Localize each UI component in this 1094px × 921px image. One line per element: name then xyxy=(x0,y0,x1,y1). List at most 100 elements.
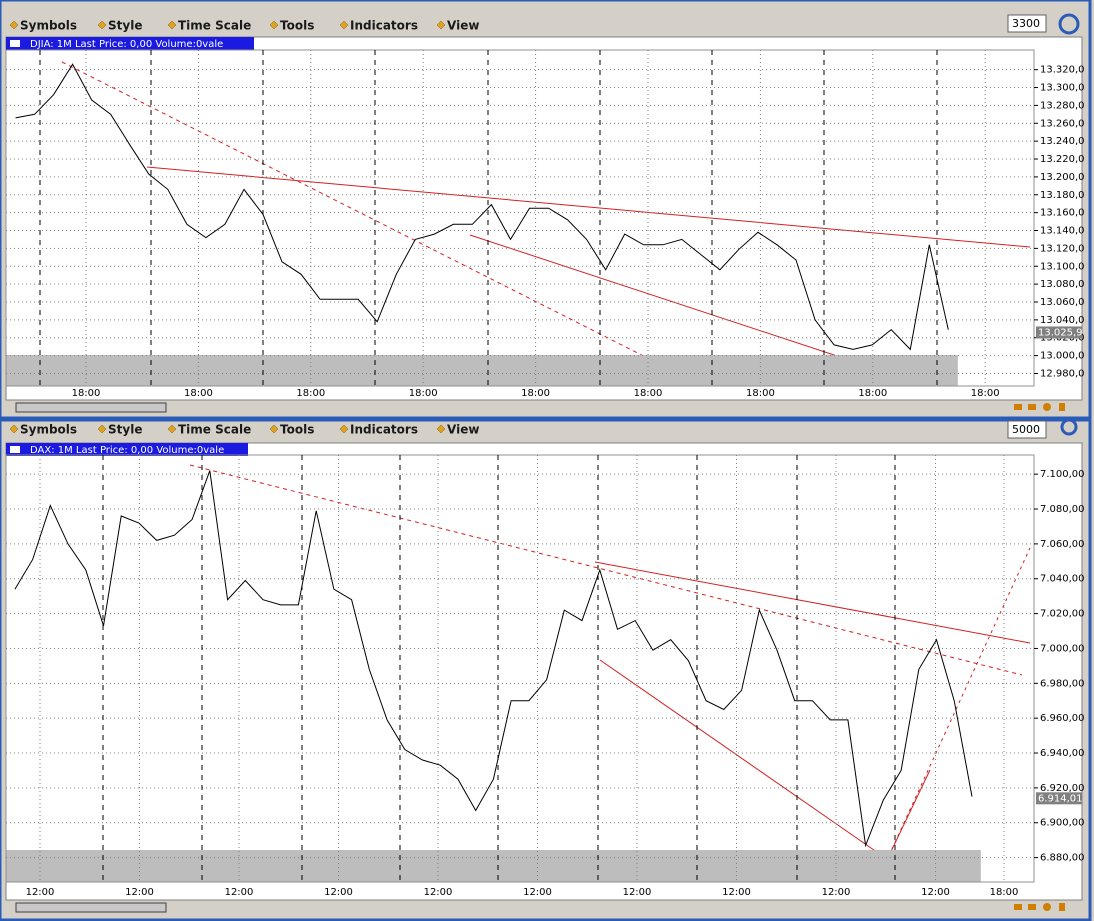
menu-icon xyxy=(436,424,446,434)
x-tick-label: 18:00 xyxy=(858,388,887,399)
y-tick-label: 13.280,0 xyxy=(1040,100,1085,111)
y-tick-label: 7.100,00 xyxy=(1040,469,1085,480)
x-tick-label: 18:00 xyxy=(72,388,101,399)
menu-item[interactable]: Time Scale xyxy=(178,19,251,33)
chart-label-icon xyxy=(10,446,20,453)
menu-item[interactable]: Tools xyxy=(280,19,314,33)
x-tick-label: 12:00 xyxy=(324,887,353,898)
last-price-tag xyxy=(1036,326,1082,339)
menu-icon xyxy=(269,20,279,30)
y-tick-label: 6.880,00 xyxy=(1040,853,1085,864)
scrollbar[interactable] xyxy=(15,402,167,413)
menu-icon xyxy=(167,20,177,30)
x-tick-label: 12:00 xyxy=(822,887,851,898)
menu-item[interactable]: Style xyxy=(108,19,142,33)
y-tick-label: 13.180,0 xyxy=(1040,190,1085,201)
last-price-tag xyxy=(1036,792,1082,805)
price-line xyxy=(15,63,949,351)
menu-item[interactable]: Symbols xyxy=(20,19,77,33)
refresh-button[interactable] xyxy=(1058,13,1080,436)
x-tick-label: 18:00 xyxy=(184,388,213,399)
y-tick-label: 7.020,00 xyxy=(1040,609,1085,620)
menu-item[interactable]: View xyxy=(447,423,479,437)
last-price-label: 13.025,9 xyxy=(1038,327,1083,338)
interval-value[interactable]: 5000 xyxy=(1012,423,1040,436)
menu-icon xyxy=(9,424,19,434)
y-tick-label: 7.080,00 xyxy=(1040,504,1085,515)
menu-icon xyxy=(167,424,177,434)
y-tick-label: 6.960,00 xyxy=(1040,713,1085,724)
menu-icon xyxy=(339,20,349,30)
menu-icon xyxy=(436,20,446,30)
price-line xyxy=(14,470,973,848)
menu-item[interactable]: Symbols xyxy=(20,423,77,437)
x-tick-label: 12:00 xyxy=(623,887,652,898)
x-tick-label: 12:00 xyxy=(225,887,254,898)
menu-icon xyxy=(9,20,19,30)
last-price-label: 6.914,01 xyxy=(1038,793,1083,804)
y-tick-label: 6.940,00 xyxy=(1040,748,1085,759)
interval-input[interactable] xyxy=(1007,420,1047,439)
menu-item[interactable]: Tools xyxy=(280,423,314,437)
y-tick-label: 13.200,0 xyxy=(1040,172,1085,183)
x-tick-label: 18:00 xyxy=(521,388,550,399)
menu-icon xyxy=(97,20,107,30)
chart-label-bg xyxy=(6,443,248,456)
y-tick-label: 7.040,00 xyxy=(1040,574,1085,585)
y-tick-label: 12.980,0 xyxy=(1040,368,1085,379)
scrollbar[interactable] xyxy=(15,902,167,913)
menu-item[interactable]: View xyxy=(447,19,479,33)
x-tick-label: 18:00 xyxy=(409,388,438,399)
y-tick-label: 13.040,0 xyxy=(1040,315,1085,326)
y-tick-label: 13.160,0 xyxy=(1040,208,1085,219)
plot-area xyxy=(5,49,1035,387)
chart-label-bg xyxy=(6,37,254,50)
y-tick-label: 6.920,00 xyxy=(1040,783,1085,794)
x-tick-label: 18:00 xyxy=(296,388,325,399)
interval-value[interactable]: 3300 xyxy=(1012,17,1040,30)
y-tick-label: 13.220,0 xyxy=(1040,154,1085,165)
x-tick-label: 12:00 xyxy=(722,887,751,898)
chart-panel xyxy=(5,36,1083,401)
x-tick-label: 12:00 xyxy=(921,887,950,898)
x-tick-label: 18:00 xyxy=(990,887,1019,898)
volume-area xyxy=(6,850,981,882)
y-tick-label: 6.980,00 xyxy=(1040,678,1085,689)
y-tick-label: 13.140,0 xyxy=(1040,226,1085,237)
y-tick-label: 13.060,0 xyxy=(1040,297,1085,308)
x-tick-label: 12:00 xyxy=(125,887,154,898)
menu-icon xyxy=(339,424,349,434)
y-tick-label: 13.100,0 xyxy=(1040,261,1085,272)
menu-item[interactable]: Time Scale xyxy=(178,423,251,437)
zoom-icons[interactable] xyxy=(1014,403,1065,911)
chart-label-icon xyxy=(10,40,20,47)
y-tick-label: 13.300,0 xyxy=(1040,83,1085,94)
y-tick-label: 13.260,0 xyxy=(1040,118,1085,129)
x-tick-label: 18:00 xyxy=(746,388,775,399)
chart-panel xyxy=(5,442,1083,901)
y-tick-label: 7.000,00 xyxy=(1040,643,1085,654)
interval-input[interactable] xyxy=(1007,14,1047,33)
x-tick-label: 12:00 xyxy=(26,887,55,898)
y-tick-label: 13.000,0 xyxy=(1040,351,1085,362)
x-tick-label: 12:00 xyxy=(523,887,552,898)
chart-label: DAX: 1M Last Price: 0,00 Volume:0vale xyxy=(30,445,224,456)
menu-item[interactable]: Indicators xyxy=(350,423,418,437)
y-tick-label: 13.120,0 xyxy=(1040,243,1085,254)
chart-label: DJIA: 1M Last Price: 0,00 Volume:0vale xyxy=(30,39,223,50)
y-tick-label: 6.900,00 xyxy=(1040,818,1085,829)
y-tick-label: 13.320,0 xyxy=(1040,65,1085,76)
x-tick-label: 18:00 xyxy=(634,388,663,399)
x-tick-label: 18:00 xyxy=(971,388,1000,399)
plot-area xyxy=(5,454,1035,883)
menu-item[interactable]: Style xyxy=(108,423,142,437)
trend-lines xyxy=(61,61,1031,883)
x-tick-label: 12:00 xyxy=(424,887,453,898)
menu-icon xyxy=(97,424,107,434)
y-tick-label: 13.240,0 xyxy=(1040,136,1085,147)
y-tick-label: 7.060,00 xyxy=(1040,539,1085,550)
y-tick-label: 13.080,0 xyxy=(1040,279,1085,290)
menu-icon xyxy=(269,424,279,434)
volume-area xyxy=(6,355,958,386)
menu-item[interactable]: Indicators xyxy=(350,19,418,33)
